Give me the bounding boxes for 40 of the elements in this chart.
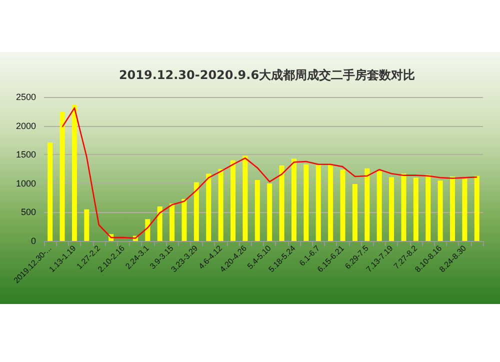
y-tick-label: 2000 — [16, 120, 36, 131]
bar — [389, 177, 394, 241]
bar — [376, 170, 382, 241]
bar — [364, 168, 370, 241]
bar — [218, 169, 224, 241]
bar — [157, 206, 162, 241]
y-tick-label: 500 — [20, 207, 36, 218]
bar — [48, 142, 53, 241]
bar — [474, 176, 480, 241]
bar — [60, 112, 65, 241]
chart-title: 2019.12.30-2020.9.6大成都周成交二手房套数对比 — [118, 68, 416, 82]
bar — [230, 160, 236, 241]
bar — [401, 174, 406, 241]
y-tick-label: 1000 — [16, 178, 36, 188]
bar — [267, 183, 272, 241]
bar — [206, 174, 212, 241]
bar — [352, 184, 358, 241]
bar — [254, 180, 260, 241]
bar — [182, 198, 187, 241]
y-tick-label: 2500 — [16, 92, 36, 102]
bar — [438, 180, 443, 241]
bar — [145, 219, 150, 241]
bar — [340, 170, 346, 241]
bar — [462, 178, 468, 241]
y-tick-label: 1500 — [16, 150, 36, 160]
bar — [242, 156, 248, 241]
bar — [84, 209, 90, 241]
bar — [194, 182, 199, 241]
bar — [328, 164, 334, 241]
bar — [304, 164, 309, 241]
line-series — [62, 107, 478, 239]
bar — [291, 158, 296, 241]
bar — [72, 104, 77, 241]
bar — [413, 178, 418, 241]
bar — [450, 176, 456, 241]
bar — [316, 164, 321, 241]
bar — [426, 174, 431, 241]
bar — [279, 166, 284, 241]
y-tick-label: 0 — [30, 236, 36, 246]
bar — [170, 204, 175, 241]
